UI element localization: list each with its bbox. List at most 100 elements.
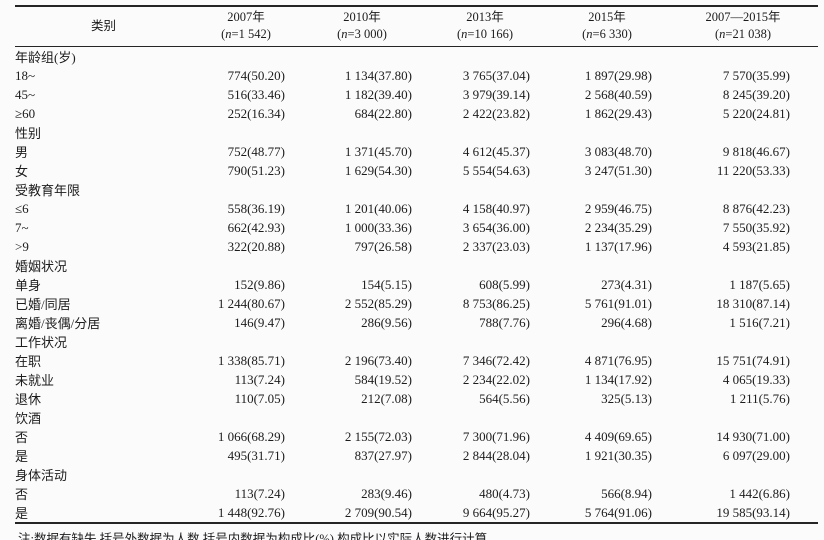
- data-cell: 8 753(86.25): [462, 295, 530, 311]
- table-row: 性别: [15, 123, 818, 142]
- data-cell: 1 516(7.21): [729, 314, 790, 330]
- data-cell: 146(9.47): [234, 314, 285, 330]
- data-cell: 837(27.97): [354, 447, 412, 463]
- data-cell: 516(33.46): [227, 86, 285, 102]
- data-cell: 5 220(24.81): [722, 105, 790, 121]
- data-cell: [192, 256, 300, 275]
- data-cell: 608(5.99): [479, 276, 530, 292]
- data-cell: 8 245(39.20): [722, 86, 790, 102]
- data-cell: 566(8.94): [601, 485, 652, 501]
- data-cell: 684(22.80): [354, 105, 412, 121]
- data-cell: [668, 47, 818, 67]
- category-item-cell: 否: [15, 487, 29, 502]
- data-cell: [424, 465, 546, 484]
- data-cell: 3 765(37.04): [462, 67, 530, 83]
- data-cell: 5 554(54.63): [462, 162, 530, 178]
- data-cell: [546, 180, 668, 199]
- category-item-cell: 单身: [15, 278, 42, 293]
- data-cell: [192, 180, 300, 199]
- table-row: 年龄组(岁): [15, 47, 818, 67]
- data-cell: 797(26.58): [354, 238, 412, 254]
- category-item-cell: 在职: [15, 354, 42, 369]
- data-cell: 1 201(40.06): [344, 200, 412, 216]
- column-year-label: 2010年: [343, 10, 381, 25]
- data-cell: [668, 180, 818, 199]
- data-cell: 11 220(53.33): [716, 162, 790, 178]
- data-cell: 113(7.24): [234, 371, 285, 387]
- category-group-cell: 年龄组(岁): [15, 50, 76, 65]
- data-cell: 3 979(39.14): [462, 86, 530, 102]
- data-cell: [300, 465, 424, 484]
- data-cell: [546, 465, 668, 484]
- data-cell: [668, 123, 818, 142]
- category-group-cell: 性别: [15, 126, 42, 141]
- table-row: ≥60 252(16.34) 684(22.80) 2 422(23.82) 1 862…: [15, 104, 818, 123]
- data-cell: [424, 332, 546, 351]
- data-cell: 3 654(36.00): [462, 219, 530, 235]
- category-item-cell: 女: [15, 164, 29, 179]
- data-cell: [424, 123, 546, 142]
- n-symbol: n: [586, 27, 593, 41]
- data-cell: 283(9.46): [361, 485, 412, 501]
- table-row: 婚姻状况: [15, 256, 818, 275]
- category-item-cell: 否: [15, 430, 29, 445]
- table-row: 否 113(7.24) 283(9.46) 480(4.73) 566(8.94) 1 4…: [15, 484, 818, 503]
- data-cell: 1 134(37.80): [344, 67, 412, 83]
- category-group-cell: 身体活动: [15, 468, 68, 483]
- data-cell: 322(20.88): [227, 238, 285, 254]
- data-cell: [300, 180, 424, 199]
- category-item-cell: 未就业: [15, 373, 55, 388]
- column-header-year: 2007年 (n=1 542): [192, 6, 300, 47]
- data-cell: 2 234(35.29): [584, 219, 652, 235]
- data-cell: 1 000(33.36): [344, 219, 412, 235]
- data-cell: 2 422(23.82): [462, 105, 530, 121]
- data-cell: [424, 47, 546, 67]
- table-row: >9 322(20.88) 797(26.58) 2 337(23.03) 1 137(…: [15, 237, 818, 256]
- table-row: 男 752(48.77) 1 371(45.70) 4 612(45.37) 3 083…: [15, 142, 818, 161]
- n-open-paren: (: [714, 27, 720, 41]
- column-year-label: 2007—2015年: [705, 10, 781, 25]
- data-cell: 2 552(85.29): [344, 295, 412, 311]
- data-cell: [192, 123, 300, 142]
- column-header-year: 2013年 (n=10 166): [424, 6, 546, 47]
- data-cell: 9 818(46.67): [722, 143, 790, 159]
- column-n-label: (n=1 542): [192, 26, 300, 43]
- data-cell: 2 234(22.02): [462, 371, 530, 387]
- data-cell: 7 570(35.99): [722, 67, 790, 83]
- category-item-cell: ≤6: [15, 200, 29, 216]
- n-symbol: n: [341, 27, 348, 41]
- data-cell: [546, 256, 668, 275]
- data-cell: 2 196(73.40): [344, 352, 412, 368]
- data-cell: 5 761(91.01): [584, 295, 652, 311]
- data-cell: 1 187(5.65): [729, 276, 790, 292]
- column-year-label: 2015年: [588, 10, 626, 25]
- data-cell: [192, 332, 300, 351]
- category-item-cell: 是: [15, 506, 29, 521]
- table-row: 在职 1 338(85.71) 2 196(73.40) 7 346(72.42) 4 …: [15, 351, 818, 370]
- data-cell: 1 134(17.92): [584, 371, 652, 387]
- data-cell: [546, 408, 668, 427]
- data-cell: 480(4.73): [479, 485, 530, 501]
- category-item-cell: 已婚/同居: [15, 297, 71, 312]
- data-cell: 1 211(5.76): [729, 390, 790, 406]
- category-group-cell: 受教育年限: [15, 183, 81, 198]
- data-cell: 18 310(87.14): [716, 295, 790, 311]
- n-value: =1 542): [231, 27, 271, 41]
- data-cell: 4 593(21.85): [722, 238, 790, 254]
- table-row: 单身 152(9.86) 154(5.15) 608(5.99) 273(4.31) 1 …: [15, 275, 818, 294]
- table-row: 离婚/丧偶/分居 146(9.47) 286(9.56) 788(7.76) 296(4…: [15, 313, 818, 332]
- data-cell: 3 247(51.30): [584, 162, 652, 178]
- data-cell: 2 844(28.04): [462, 447, 530, 463]
- data-cell: 8 876(42.23): [722, 200, 790, 216]
- data-cell: [192, 465, 300, 484]
- table-row: 18~ 774(50.20) 1 134(37.80) 3 765(37.04) 1 8…: [15, 66, 818, 85]
- category-item-cell: 是: [15, 449, 29, 464]
- table-row: 否 1 066(68.29) 2 155(72.03) 7 300(71.96) 4 4…: [15, 427, 818, 446]
- data-cell: [300, 256, 424, 275]
- data-cell: 110(7.05): [234, 390, 285, 406]
- data-cell: 212(7.08): [361, 390, 412, 406]
- data-cell: [668, 332, 818, 351]
- data-cell: 4 158(40.97): [462, 200, 530, 216]
- category-group-cell: 婚姻状况: [15, 259, 68, 274]
- table-row: 是 495(31.71) 837(27.97) 2 844(28.04) 1 921(3…: [15, 446, 818, 465]
